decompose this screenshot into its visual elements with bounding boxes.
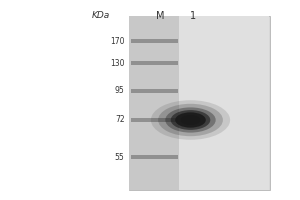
FancyBboxPatch shape	[130, 89, 178, 93]
Text: 55: 55	[115, 152, 124, 162]
FancyBboxPatch shape	[130, 39, 178, 43]
Ellipse shape	[165, 107, 216, 133]
FancyBboxPatch shape	[130, 61, 178, 65]
Text: 1: 1	[190, 11, 196, 21]
Text: 130: 130	[110, 58, 124, 68]
Ellipse shape	[171, 110, 210, 130]
FancyBboxPatch shape	[129, 16, 270, 190]
Text: 170: 170	[110, 36, 124, 46]
Text: 72: 72	[115, 116, 124, 124]
Text: 95: 95	[115, 86, 124, 95]
Text: M: M	[156, 11, 165, 21]
Ellipse shape	[181, 115, 200, 125]
FancyBboxPatch shape	[178, 16, 268, 190]
Ellipse shape	[175, 112, 206, 128]
FancyBboxPatch shape	[129, 16, 178, 190]
Ellipse shape	[158, 104, 223, 136]
FancyBboxPatch shape	[130, 155, 178, 159]
FancyBboxPatch shape	[130, 118, 178, 122]
Text: KDa: KDa	[91, 11, 110, 20]
Ellipse shape	[151, 100, 230, 140]
